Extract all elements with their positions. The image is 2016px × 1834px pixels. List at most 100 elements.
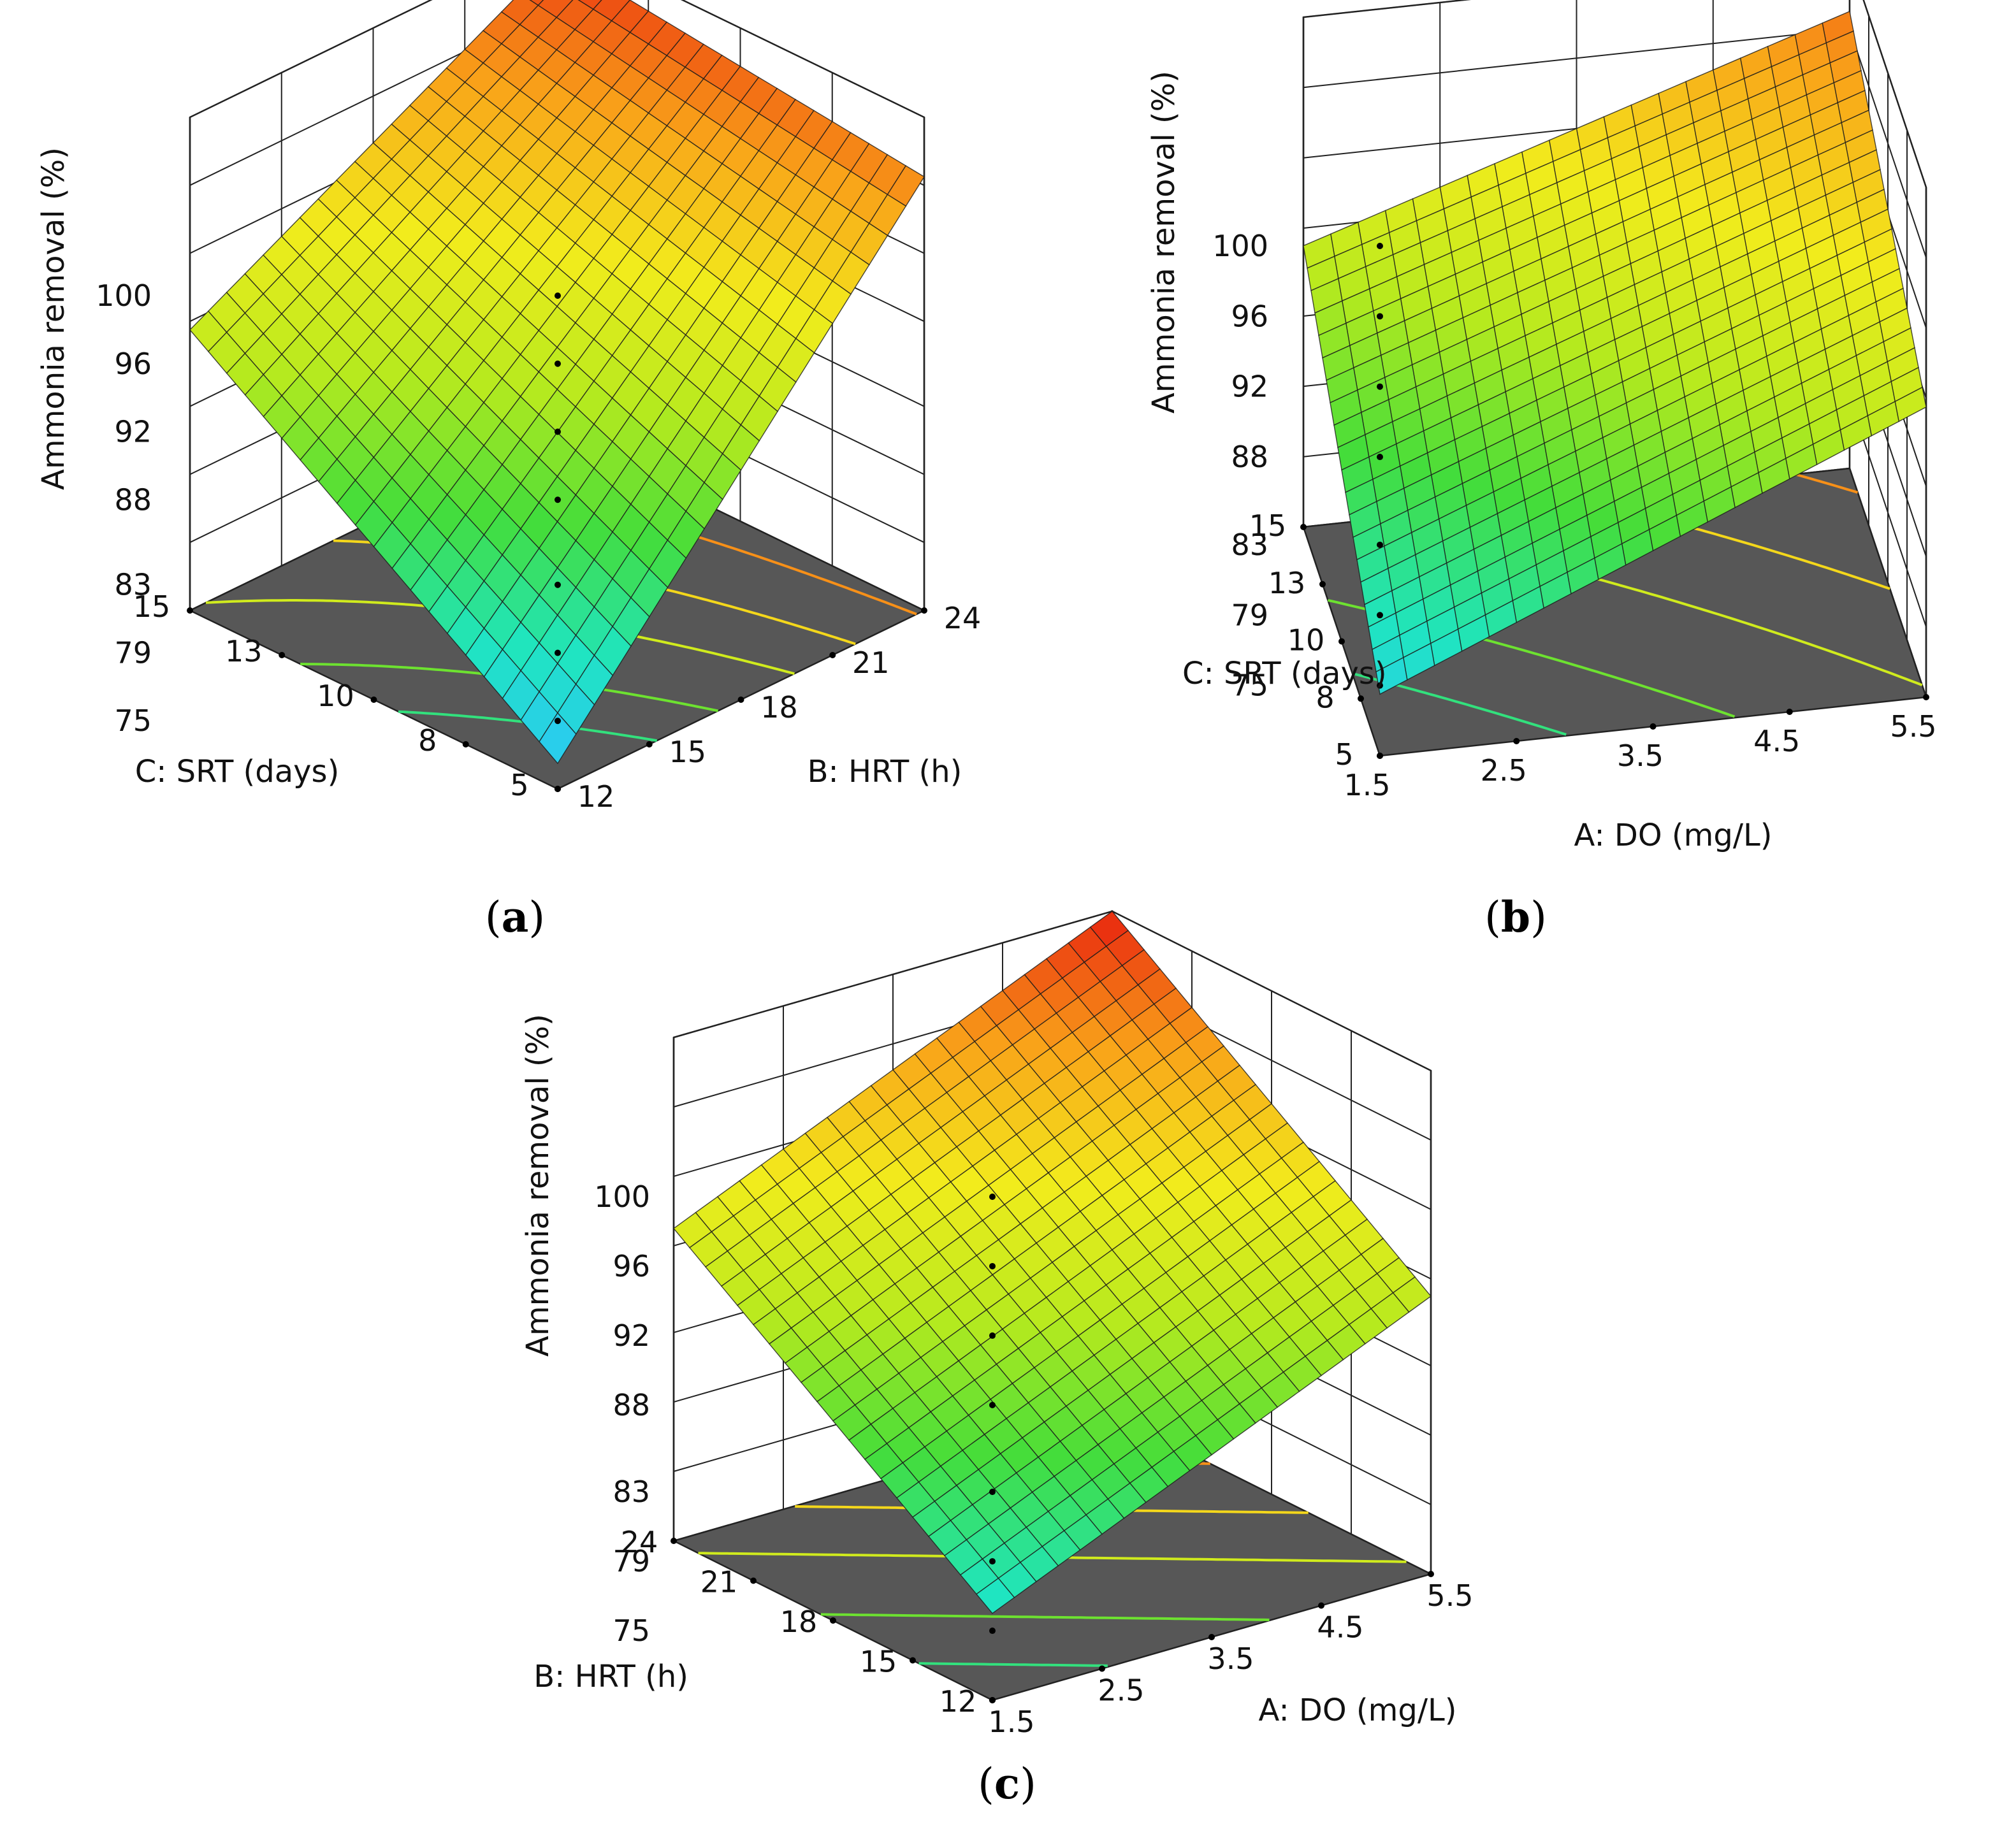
panel-b-v-tick-mark xyxy=(1300,524,1307,530)
panel-a-v-tick-mark xyxy=(829,652,836,658)
panel-b-z-gridline xyxy=(1303,0,1927,188)
panel-a-v-tick-label: 18 xyxy=(760,690,798,725)
panel-c-z-tick-label: 100 xyxy=(594,1180,650,1214)
panel-c-u-tick-label: 1.5 xyxy=(988,1705,1034,1739)
panel-c-z-tick-label: 96 xyxy=(613,1249,650,1283)
panel-b-contour-line xyxy=(1794,473,1859,494)
panel-c-u-tick-label: 2.5 xyxy=(1098,1673,1144,1708)
panel-b-v-tick-label: 10 xyxy=(1287,623,1325,658)
panel-b-z-tick-mark xyxy=(1377,454,1383,461)
panel-a-z-tick-mark xyxy=(555,581,561,588)
panel-c-z-tick-mark xyxy=(989,1262,996,1269)
panel-b-z-tick-mark xyxy=(1377,313,1383,320)
panel-c-contour-line xyxy=(918,1662,1108,1667)
panel-a-z-tick-label: 75 xyxy=(114,704,152,738)
panel-c-v-tick-label: 18 xyxy=(780,1605,818,1639)
panel-c-v-tick-mark xyxy=(910,1657,916,1664)
panel-c-v-tick-mark xyxy=(750,1577,757,1584)
panel-a-z-tick-label: 83 xyxy=(114,568,152,602)
panel-a-v-tick-label: 12 xyxy=(577,779,615,814)
caption-a-letter: a xyxy=(502,892,529,942)
panel-b-u-tick-mark xyxy=(1513,738,1520,744)
panel-a-response-surface xyxy=(189,0,925,765)
panel-c-v-tick-label: 15 xyxy=(860,1645,897,1679)
panel-c-labels: 75 79 83 88 92 96 100 Ammonia removal (%) 1.5 2.5… xyxy=(520,1014,1474,1739)
panel-c-z-axis-label: Ammonia removal (%) xyxy=(520,1014,556,1357)
panel-b-u-tick-mark xyxy=(1650,723,1657,730)
panel-b-v-axis-label: C: SRT (days) xyxy=(1182,656,1387,691)
panel-a-z-tick-mark xyxy=(555,718,561,725)
panel-c-u-tick-mark xyxy=(1208,1634,1215,1640)
panel-b-u-tick-label: 4.5 xyxy=(1753,724,1800,758)
panel-b-z-tick-label: 92 xyxy=(1231,370,1268,404)
panel-a-z-tick-label: 88 xyxy=(114,482,152,517)
panel-b-z-tick-label: 83 xyxy=(1231,528,1268,562)
panel-c-surface-cell xyxy=(975,1577,1015,1614)
panel-a-u-tick-mark xyxy=(279,652,286,658)
panel-b-v-tick-mark xyxy=(1338,638,1345,645)
panel-c-surface-plot: 75 79 83 88 92 96 100 Ammonia removal (%) 1.5 2.5… xyxy=(520,909,1474,1739)
panel-b-z-tick-label: 75 xyxy=(1231,668,1268,703)
panel-a-u-tick-label: 10 xyxy=(317,679,354,713)
panel-a-v-tick-label: 24 xyxy=(944,601,982,635)
panel-a-v-tick-mark xyxy=(737,697,744,703)
panel-a-u-tick-label: 13 xyxy=(225,634,263,668)
panel-c-z-tick-mark xyxy=(989,1558,996,1565)
panel-a-z-tick-label: 96 xyxy=(114,347,152,381)
panel-a-z-tick-label: 100 xyxy=(96,278,152,313)
panel-c-u-axis-label: A: DO (mg/L) xyxy=(1258,1693,1456,1728)
panel-c-z-tick-label: 83 xyxy=(613,1475,650,1509)
panel-a-surface-cell xyxy=(529,0,544,6)
panel-b-u-tick-mark xyxy=(1923,694,1929,700)
panel-b-v-tick-mark xyxy=(1319,581,1326,588)
caption-b: (b) xyxy=(1484,892,1547,942)
panel-b-u-axis-label: A: DO (mg/L) xyxy=(1574,818,1772,853)
panel-a-z-axis-label: Ammonia removal (%) xyxy=(36,147,71,490)
panel-a-v-tick-mark xyxy=(646,741,653,747)
panel-a-z-tick-label: 92 xyxy=(114,415,152,449)
panel-b-z-tick-label: 100 xyxy=(1212,229,1268,263)
panel-c-z-tick-mark xyxy=(989,1489,996,1496)
panel-a-z-tick-mark xyxy=(555,649,561,656)
panel-a-surface-cell xyxy=(539,712,577,765)
panel-a-z-tick-label: 79 xyxy=(114,635,152,670)
panel-b-v-tick-mark xyxy=(1358,695,1364,702)
panel-c-v-tick-label: 21 xyxy=(700,1565,738,1599)
panel-c-v-tick-mark xyxy=(671,1538,677,1544)
panel-a-v-tick-label: 15 xyxy=(669,735,706,769)
panel-a-z-tick-mark xyxy=(555,496,561,503)
panel-a-u-tick-label: 15 xyxy=(133,589,171,624)
panel-b-z-tick-mark xyxy=(1377,541,1383,548)
panel-b-v-tick-label: 15 xyxy=(1249,509,1287,543)
panel-c-v-axis-label: B: HRT (h) xyxy=(533,1659,688,1694)
panel-b-u-tick-label: 5.5 xyxy=(1890,709,1936,744)
panel-b-z-tick-label: 96 xyxy=(1231,299,1268,333)
panel-a-v-tick-mark xyxy=(555,786,561,792)
panel-c-z-tick-mark xyxy=(989,1194,996,1200)
panel-c-u-tick-mark xyxy=(1318,1602,1324,1609)
caption-a: (a) xyxy=(485,892,545,942)
panel-a-v-tick-mark xyxy=(921,607,927,614)
panel-b-z-tick-mark xyxy=(1377,682,1383,689)
panel-c-response-surface xyxy=(672,911,1432,1614)
panel-a-z-tick-mark xyxy=(555,428,561,435)
caption-c: (c) xyxy=(978,1759,1036,1809)
panel-a-u-tick-label: 5 xyxy=(510,768,528,802)
panel-c-z-tick-label: 75 xyxy=(613,1614,650,1648)
panel-c-z-tick-mark xyxy=(989,1401,996,1408)
panel-c-z-tick-label: 79 xyxy=(613,1544,650,1578)
panel-b-z-tick-mark xyxy=(1377,243,1383,249)
caption-c-letter: c xyxy=(994,1759,1020,1809)
panel-b-z-axis-label: Ammonia removal (%) xyxy=(1146,71,1182,414)
panel-b-u-tick-label: 1.5 xyxy=(1344,768,1390,802)
panel-c-z-tick-mark xyxy=(989,1332,996,1339)
panel-b-z-tick-mark xyxy=(1377,612,1383,619)
panel-b-z-tick-label: 79 xyxy=(1231,598,1268,632)
panel-c-u-tick-label: 4.5 xyxy=(1317,1610,1363,1645)
panel-c-contour-line xyxy=(820,1613,1270,1621)
panel-a-z-gridline xyxy=(189,0,925,118)
panel-a-u-axis-label: C: SRT (days) xyxy=(135,754,340,790)
panel-b-u-tick-mark xyxy=(1786,709,1793,715)
panel-b-v-tick-label: 13 xyxy=(1268,566,1306,600)
